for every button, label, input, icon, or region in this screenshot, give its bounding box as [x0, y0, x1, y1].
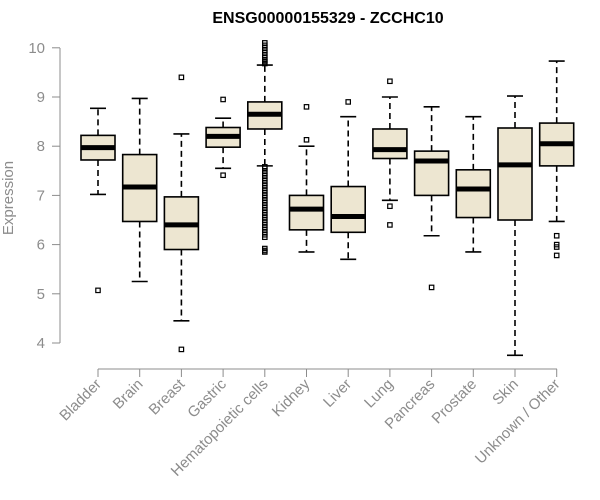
outlier-point — [303, 104, 310, 110]
outlier-point — [387, 222, 393, 228]
outlier-point — [553, 252, 560, 259]
y-tick-label: 5 — [37, 286, 45, 303]
box-group — [330, 99, 367, 261]
outlier-point — [178, 346, 185, 353]
x-tick-label: Lung — [361, 376, 397, 412]
box-group — [163, 74, 200, 353]
y-tick-label: 7 — [37, 187, 45, 204]
y-tick-label: 10 — [28, 40, 45, 57]
x-tick-label: Breast — [146, 375, 189, 418]
outlier-point — [553, 232, 560, 239]
outlier-point — [220, 96, 226, 103]
box-group — [413, 106, 450, 291]
box-group — [538, 60, 575, 259]
box-group — [121, 97, 158, 283]
x-tick-label: Kidney — [269, 375, 314, 420]
iqr-box — [288, 194, 325, 231]
boxes-group — [80, 40, 575, 357]
x-tick-label: Skin — [489, 376, 522, 409]
iqr-box — [497, 127, 533, 221]
y-tick-label: 8 — [37, 138, 45, 155]
outlier-point — [303, 137, 310, 143]
box-group — [288, 104, 325, 253]
outlier-point — [345, 99, 352, 105]
y-tick-label: 6 — [37, 237, 45, 254]
outlier-point — [220, 172, 226, 179]
box-group — [247, 40, 283, 255]
chart-title: ENSG00000155329 - ZCCHC10 — [212, 10, 443, 27]
x-tick-label: Liver — [320, 376, 355, 411]
box-group — [497, 95, 533, 357]
iqr-box — [413, 150, 450, 197]
iqr-box — [330, 185, 367, 234]
iqr-box — [455, 169, 492, 219]
y-tick-label: 4 — [37, 335, 45, 352]
y-tick-label: 9 — [37, 89, 45, 106]
outlier-point — [428, 284, 435, 291]
iqr-box — [372, 128, 408, 160]
outlier-point — [262, 249, 268, 255]
y-axis-label: Expression — [0, 161, 17, 235]
box-group — [205, 96, 241, 179]
outlier-point — [262, 60, 268, 67]
box-group — [455, 115, 492, 253]
outlier-point — [178, 74, 185, 81]
box-group — [80, 107, 116, 294]
x-tick-label: Brain — [110, 376, 147, 413]
outlier-point — [553, 244, 560, 250]
outlier-point — [262, 234, 268, 241]
x-tick-label: Bladder — [56, 376, 105, 425]
x-tick-label: Prostate — [429, 376, 481, 428]
outlier-point — [387, 203, 393, 210]
outlier-point — [95, 287, 101, 294]
outlier-point — [387, 78, 393, 85]
box-group — [372, 78, 408, 228]
y-axis-ticks: 4 5 6 7 8 9 10 — [28, 40, 60, 352]
